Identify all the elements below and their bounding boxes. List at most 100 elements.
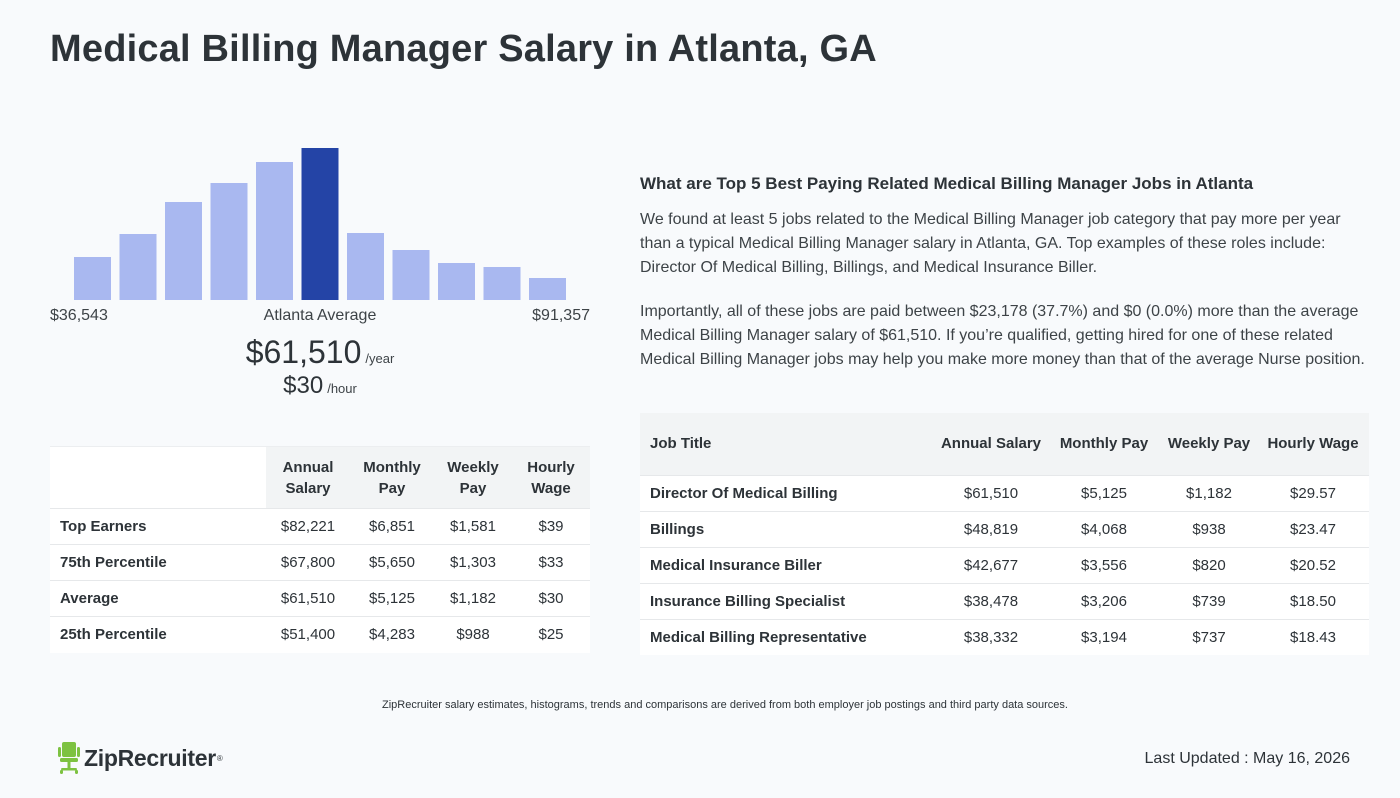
monthly-cell: $3,194 xyxy=(1047,618,1161,655)
data-source-footnote: ZipRecruiter salary estimates, histogram… xyxy=(382,699,1068,711)
table-row: Medical Insurance Biller $42,677 $3,556 … xyxy=(640,546,1369,583)
table-row: 75th Percentile $67,800 $5,650 $1,303 $3… xyxy=(50,544,590,581)
weekly-cell: $1,303 xyxy=(434,544,512,581)
histogram-bar xyxy=(438,263,475,300)
logo-text: ZipRecruiter xyxy=(84,744,216,771)
hourly-cell: $18.43 xyxy=(1257,618,1369,655)
salary-histogram xyxy=(50,140,590,300)
row-label: Top Earners xyxy=(50,508,266,545)
histogram-bar xyxy=(210,183,248,300)
histogram-range: $36,543 Atlanta Average $91,357 xyxy=(50,307,590,329)
jobs-header-annual: Annual Salary xyxy=(935,413,1047,475)
monthly-cell: $5,650 xyxy=(350,544,434,581)
histogram-bar xyxy=(256,162,293,300)
annual-cell: $48,819 xyxy=(935,510,1047,547)
average-hourly: $30/hour xyxy=(50,372,590,400)
row-label: 75th Percentile xyxy=(50,544,266,581)
histogram-bar xyxy=(74,257,111,300)
annual-cell: $67,800 xyxy=(266,544,350,581)
job-title-cell: Medical Billing Representative xyxy=(640,618,935,655)
weekly-cell: $1,581 xyxy=(434,508,512,545)
row-label: 25th Percentile xyxy=(50,616,266,653)
job-title-cell: Medical Insurance Biller xyxy=(640,546,935,583)
histogram-max-label: $91,357 xyxy=(532,307,590,324)
hourly-cell: $18.50 xyxy=(1257,582,1369,619)
weekly-cell: $938 xyxy=(1161,510,1257,547)
average-hourly-unit: /hour xyxy=(327,381,357,396)
average-hourly-value: $30 xyxy=(283,372,324,399)
related-jobs-heading: What are Top 5 Best Paying Related Medic… xyxy=(640,174,1254,193)
hourly-cell: $20.52 xyxy=(1257,546,1369,583)
average-annual-value: $61,510 xyxy=(245,334,362,370)
table-row: Director Of Medical Billing $61,510 $5,1… xyxy=(640,474,1369,511)
annual-cell: $82,221 xyxy=(266,508,350,545)
row-label: Average xyxy=(50,580,266,617)
percentile-header-annual: Annual Salary xyxy=(266,446,350,509)
related-jobs-paragraph-1: We found at least 5 jobs related to the … xyxy=(640,211,1341,276)
histogram-bar-average xyxy=(301,148,339,300)
jobs-header-title: Job Title xyxy=(640,413,935,475)
histogram-mid-label: Atlanta Average xyxy=(263,307,377,324)
histogram-bar xyxy=(392,250,430,300)
annual-cell: $61,510 xyxy=(935,474,1047,511)
hourly-cell: $33 xyxy=(512,544,590,581)
monthly-cell: $6,851 xyxy=(350,508,434,545)
histogram-chart xyxy=(74,148,566,300)
registered-mark: ® xyxy=(216,753,223,763)
jobs-header-hourly: Hourly Wage xyxy=(1257,413,1369,475)
average-annual-unit: /year xyxy=(365,351,395,366)
job-title-cell: Billings xyxy=(640,510,935,547)
job-title-cell: Director Of Medical Billing xyxy=(640,474,935,511)
table-row: Insurance Billing Specialist $38,478 $3,… xyxy=(640,582,1369,619)
monthly-cell: $3,206 xyxy=(1047,582,1161,619)
ziprecruiter-logo[interactable]: ZipRecruiter ® xyxy=(58,740,223,776)
percentile-header-blank xyxy=(50,446,266,509)
annual-cell: $61,510 xyxy=(266,580,350,617)
weekly-cell: $737 xyxy=(1161,618,1257,655)
weekly-cell: $739 xyxy=(1161,582,1257,619)
weekly-cell: $1,182 xyxy=(1161,474,1257,511)
percentile-table-header: Annual Salary Monthly Pay Weekly Pay Hou… xyxy=(50,446,590,509)
histogram-min-label: $36,543 xyxy=(50,307,108,324)
percentile-header-monthly: Monthly Pay xyxy=(350,446,434,509)
monthly-cell: $5,125 xyxy=(350,580,434,617)
monthly-cell: $4,283 xyxy=(350,616,434,653)
jobs-header-monthly: Monthly Pay xyxy=(1047,413,1161,475)
hourly-cell: $29.57 xyxy=(1257,474,1369,511)
chair-icon xyxy=(58,742,80,774)
job-title-cell: Insurance Billing Specialist xyxy=(640,582,935,619)
percentile-table: Annual Salary Monthly Pay Weekly Pay Hou… xyxy=(50,446,590,653)
jobs-table-header: Job Title Annual Salary Monthly Pay Week… xyxy=(640,413,1369,475)
weekly-cell: $820 xyxy=(1161,546,1257,583)
hourly-cell: $23.47 xyxy=(1257,510,1369,547)
annual-cell: $38,478 xyxy=(935,582,1047,619)
annual-cell: $51,400 xyxy=(266,616,350,653)
average-annual: $61,510/year xyxy=(50,334,590,371)
monthly-cell: $3,556 xyxy=(1047,546,1161,583)
percentile-header-weekly: Weekly Pay xyxy=(434,446,512,509)
annual-cell: $42,677 xyxy=(935,546,1047,583)
weekly-cell: $988 xyxy=(434,616,512,653)
histogram-bar xyxy=(347,233,384,300)
table-row: Average $61,510 $5,125 $1,182 $30 xyxy=(50,580,590,617)
histogram-bar xyxy=(119,234,157,300)
annual-cell: $38,332 xyxy=(935,618,1047,655)
weekly-cell: $1,182 xyxy=(434,580,512,617)
last-updated: Last Updated : May 16, 2026 xyxy=(1144,750,1350,767)
percentile-header-hourly: Hourly Wage xyxy=(512,446,590,509)
table-row: Medical Billing Representative $38,332 $… xyxy=(640,618,1369,655)
monthly-cell: $4,068 xyxy=(1047,510,1161,547)
histogram-bar xyxy=(483,267,521,300)
histogram-bar xyxy=(529,278,566,300)
related-jobs-table: Job Title Annual Salary Monthly Pay Week… xyxy=(640,413,1369,655)
histogram-bar xyxy=(165,202,202,300)
monthly-cell: $5,125 xyxy=(1047,474,1161,511)
related-jobs-paragraph-2: Importantly, all of these jobs are paid … xyxy=(640,303,1365,368)
jobs-header-weekly: Weekly Pay xyxy=(1161,413,1257,475)
table-row: 25th Percentile $51,400 $4,283 $988 $25 xyxy=(50,616,590,653)
hourly-cell: $25 xyxy=(512,616,590,653)
table-row: Top Earners $82,221 $6,851 $1,581 $39 xyxy=(50,508,590,545)
hourly-cell: $39 xyxy=(512,508,590,545)
page-title: Medical Billing Manager Salary in Atlant… xyxy=(50,28,877,70)
